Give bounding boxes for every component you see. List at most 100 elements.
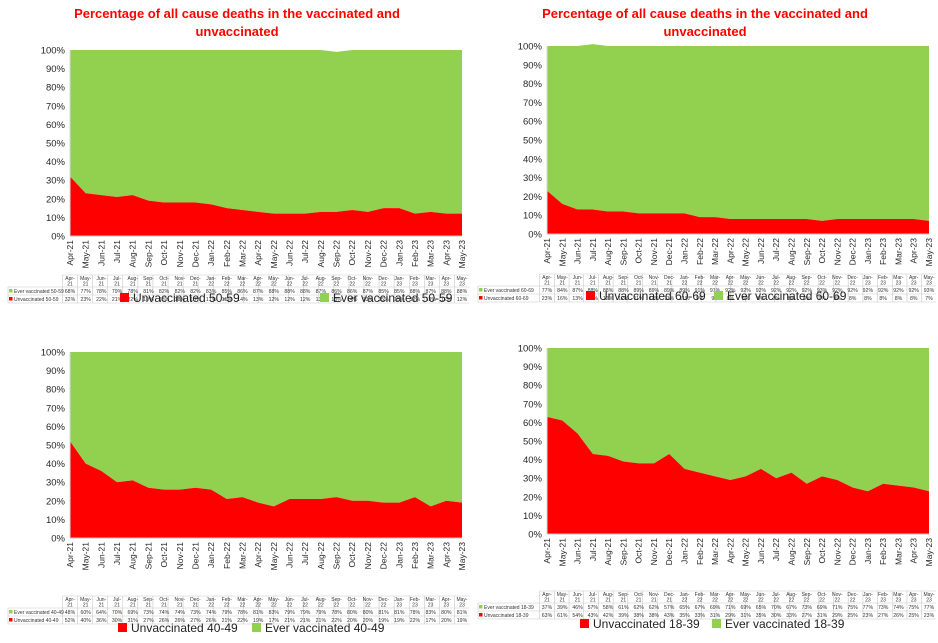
table-header-cell: Feb- <box>695 592 706 598</box>
y-tick-label: 20% <box>523 492 543 503</box>
table-cell: 54% <box>572 613 583 619</box>
y-tick-label: 10% <box>523 511 543 522</box>
table-cell: 86% <box>331 289 342 295</box>
table-header-cell: 22 <box>804 281 810 287</box>
table-header-cell: Aug- <box>603 275 614 281</box>
table-cell: 18% <box>159 297 170 303</box>
table-header-cell: 21 <box>636 281 642 287</box>
table-header-cell: 21 <box>67 603 73 609</box>
table-cell: 89% <box>649 288 660 294</box>
table-header-cell: 23 <box>911 281 917 287</box>
table-cell: 14% <box>237 297 248 303</box>
table-cell: 77% <box>924 605 935 611</box>
table-header-cell: 21 <box>177 603 183 609</box>
table-cell: 81% <box>143 289 154 295</box>
table-header-cell: 23 <box>865 598 871 604</box>
table-cell: 61% <box>618 605 629 611</box>
y-tick-label: 30% <box>46 176 66 187</box>
table-cell: 92% <box>893 288 904 294</box>
table-cell: 73% <box>802 605 813 611</box>
table-header-cell: 21 <box>559 281 565 287</box>
table-cell: 8% <box>788 296 796 302</box>
table-header-cell: 23 <box>926 281 932 287</box>
table-header-cell: Jul- <box>589 592 597 598</box>
table-cell: 78% <box>331 610 342 616</box>
table-header-cell: Apr- <box>442 597 452 603</box>
table-header-cell: 23 <box>896 281 902 287</box>
table-header-cell: 21 <box>146 603 152 609</box>
table-header-cell: 22 <box>224 282 230 288</box>
x-tick-label: Mar-23 <box>426 542 436 569</box>
y-tick-label: 100% <box>41 46 66 57</box>
x-tick-label: Mar-23 <box>893 238 903 265</box>
table-cell: 71% <box>832 605 843 611</box>
table-header-cell: Feb- <box>222 276 233 282</box>
x-tick-label: Feb-23 <box>878 238 888 265</box>
area-ever-vaccinated-18-39 <box>547 348 929 492</box>
table-header-cell: Mar- <box>710 275 721 281</box>
x-tick-label: May-22 <box>741 238 751 267</box>
table-header-cell: Apr- <box>253 597 263 603</box>
table-header-cell: Jan- <box>206 597 216 603</box>
y-tick-label: 50% <box>46 139 66 150</box>
legend-swatch-unvaccinated-40-49 <box>118 623 127 632</box>
table-header-cell: 22 <box>697 281 703 287</box>
table-cell: 83% <box>269 610 280 616</box>
table-cell: 83% <box>206 289 217 295</box>
legend-label-ever-vaccinated-50-59: Ever vaccinated 50-59 <box>333 291 453 305</box>
table-header-cell: 23 <box>459 282 465 288</box>
table-cell: 27% <box>143 618 154 624</box>
x-tick-label: Dec-22 <box>379 542 389 570</box>
x-tick-label: Apr-22 <box>725 538 735 564</box>
table-header-cell: May- <box>268 597 279 603</box>
x-tick-label: Feb-22 <box>695 238 705 265</box>
table-cell: 19% <box>143 297 154 303</box>
table-cell: 31% <box>128 618 139 624</box>
chart-title-line: unvaccinated <box>195 24 278 39</box>
table-header-cell: 23 <box>444 282 450 288</box>
table-header-cell: 22 <box>682 281 688 287</box>
table-cell: 52% <box>65 618 76 624</box>
table-cell: 8% <box>910 296 918 302</box>
x-tick-label: Jun-22 <box>285 542 295 568</box>
x-tick-label: Apr-22 <box>253 542 263 568</box>
x-tick-label: Jan-22 <box>680 538 690 564</box>
table-cell: 8% <box>834 296 842 302</box>
table-header-cell: May- <box>923 592 934 598</box>
table-cell: 62% <box>633 605 644 611</box>
table-header-cell: Dec- <box>190 597 201 603</box>
table-header-cell: Jun- <box>96 276 106 282</box>
table-cell: 31% <box>740 613 751 619</box>
table-header-cell: 21 <box>666 598 672 604</box>
table-header-cell: 21 <box>544 598 550 604</box>
table-cell: 93% <box>817 288 828 294</box>
x-tick-label: Jul-22 <box>771 538 781 561</box>
table-cell: 93% <box>924 288 935 294</box>
table-header-cell: 22 <box>318 282 324 288</box>
table-cell: 88% <box>603 288 614 294</box>
x-tick-label: Jul-21 <box>112 240 122 263</box>
table-cell: 65% <box>756 605 767 611</box>
table-cell: 89% <box>664 288 675 294</box>
table-header-cell: Feb- <box>222 597 233 603</box>
table-header-cell: 22 <box>789 598 795 604</box>
table-header-cell: 23 <box>926 598 932 604</box>
table-header-cell: Jan- <box>863 592 873 598</box>
x-tick-label: Sep-22 <box>802 538 812 566</box>
x-tick-label: Jun-21 <box>573 238 583 264</box>
table-header-cell: 22 <box>208 282 214 288</box>
table-cell: 12% <box>410 297 421 303</box>
table-header-cell: 22 <box>318 603 324 609</box>
table-header-cell: Dec- <box>378 597 389 603</box>
table-cell: 22% <box>331 618 342 624</box>
table-cell: 81% <box>253 610 264 616</box>
table-cell: 23% <box>542 296 553 302</box>
chart-title-line: Percentage of all cause deaths in the va… <box>74 6 400 21</box>
x-tick-label: May-21 <box>81 240 91 269</box>
table-header-cell: 22 <box>819 598 825 604</box>
table-cell: 25% <box>909 613 920 619</box>
table-cell: 71% <box>725 605 736 611</box>
x-tick-label: Jan-23 <box>394 542 404 568</box>
x-tick-label: Jan-22 <box>206 240 216 266</box>
x-tick-label: Sep-21 <box>143 542 153 570</box>
